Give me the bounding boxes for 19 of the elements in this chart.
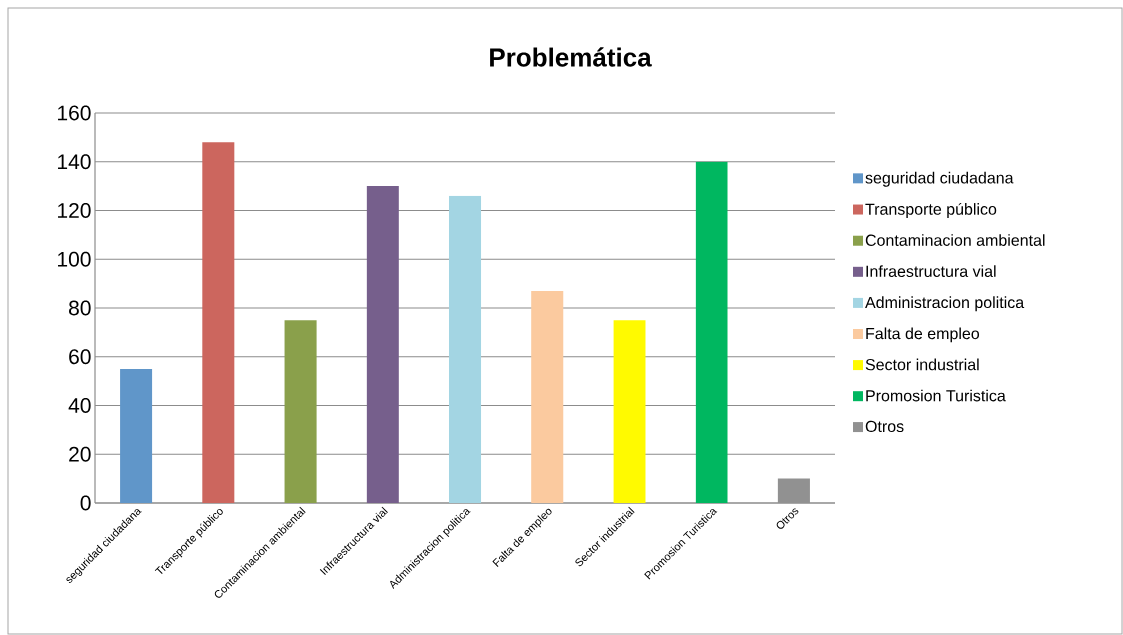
- legend-label: Otros: [865, 420, 904, 433]
- chart-title: Problemática: [490, 47, 652, 67]
- legend-label: Promosion Turistica: [866, 389, 1006, 402]
- y-tick-label: 60: [69, 349, 91, 365]
- legend-label: Falta de empleo: [866, 327, 980, 343]
- y-tick-label: 120: [58, 203, 91, 218]
- legend-label: Infraestructura vial: [866, 265, 996, 278]
- y-tick-label: 80: [69, 300, 91, 316]
- legend-label: Administracion politica: [865, 296, 1025, 312]
- legend-label: seguridad ciudadana: [865, 171, 1014, 187]
- legend-label: Transporte público: [865, 202, 997, 218]
- legend-label: Sector industrial: [865, 358, 979, 371]
- y-tick-label: 40: [68, 398, 91, 413]
- y-tick-label: 0: [80, 495, 91, 511]
- y-tick-label: 140: [58, 154, 91, 170]
- legend-label: Contaminacion ambiental: [865, 234, 1045, 246]
- y-tick-label: 20: [69, 446, 91, 462]
- y-tick-label: 100: [58, 251, 91, 267]
- y-tick-label: 160: [58, 105, 91, 121]
